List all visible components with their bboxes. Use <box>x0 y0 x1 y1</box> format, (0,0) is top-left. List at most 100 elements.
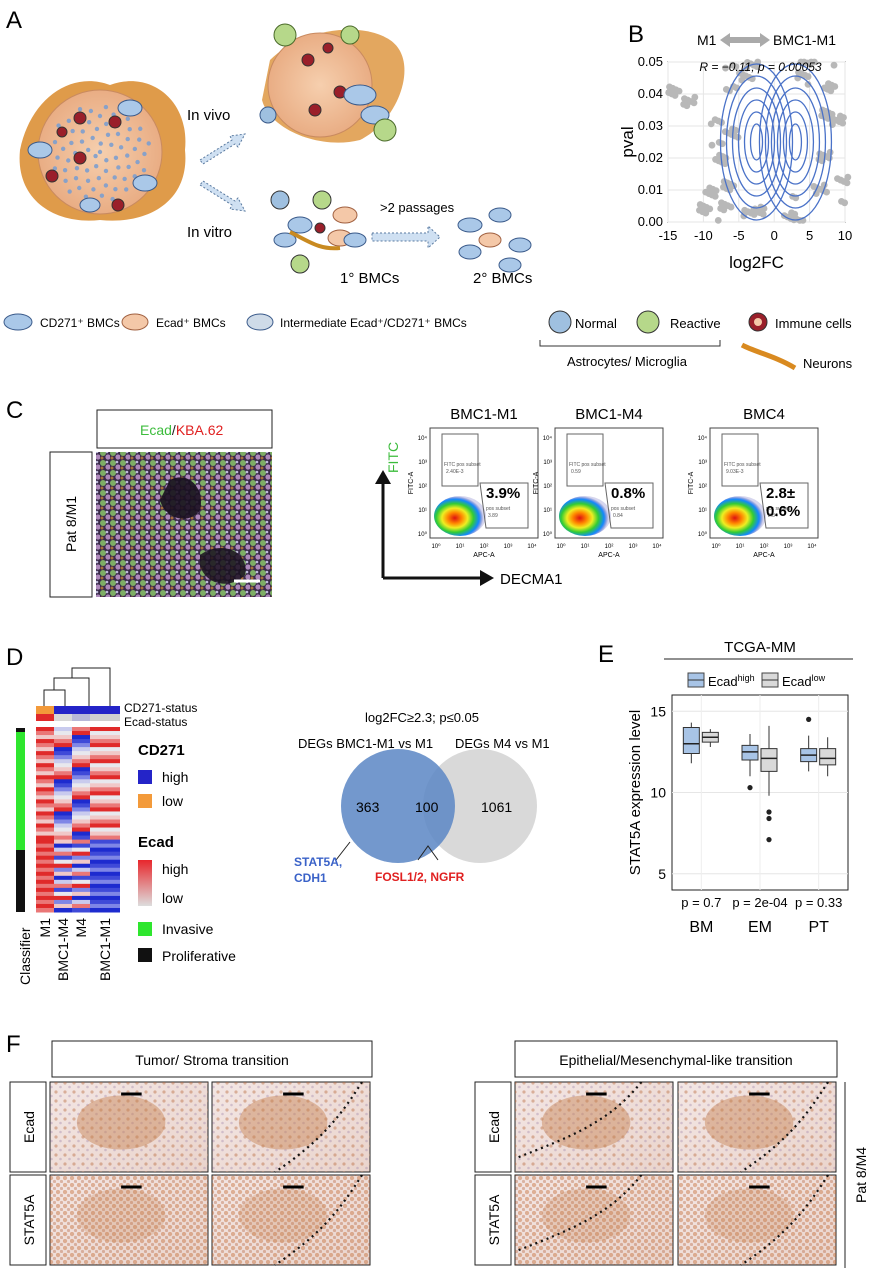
heatmap-cell <box>36 843 54 849</box>
heatmap-cell <box>72 887 90 893</box>
panel-e-letter: E <box>598 641 614 668</box>
heatmap-column-label: BMC1-M4 <box>55 918 71 981</box>
b-contour <box>782 111 809 173</box>
heatmap-cell <box>54 895 72 901</box>
b-point <box>702 209 710 217</box>
heatmap-cell <box>54 839 72 845</box>
flow-ytick: 10² <box>698 484 707 490</box>
heatmap-cell <box>54 759 72 764</box>
legend-cd271: CD271⁺ BMCs <box>40 316 120 330</box>
heatmap-cell <box>72 839 90 845</box>
heatmap-cell <box>36 891 54 897</box>
heatmap-cell <box>36 831 54 837</box>
heatmap-cell <box>72 803 90 808</box>
heatmap-cell <box>72 787 90 792</box>
cd271-bmc-icon <box>3 313 33 331</box>
heatmap-cell <box>54 907 72 913</box>
heatmap-cell <box>90 843 120 849</box>
heatmap-cell <box>72 743 90 748</box>
b-point <box>732 126 740 134</box>
heatmap-cell <box>36 787 54 792</box>
flow-xlabel: APC-A <box>598 552 620 559</box>
secondary-bmcs-label: 2° BMCs <box>473 270 532 287</box>
b-xtick: 5 <box>806 228 813 243</box>
heatmap-cell <box>72 907 90 913</box>
b-xtick: 0 <box>771 228 778 243</box>
f-patient-label: Pat 8/M4 <box>853 1147 869 1203</box>
e-ylabel: STAT5A expression level <box>627 710 644 875</box>
flow-gate-top-label: FITC pos subset <box>724 462 761 468</box>
venn-right-count: 1061 <box>481 799 512 815</box>
e-legend-label: Ecadhigh <box>708 673 755 689</box>
b-point <box>827 87 835 95</box>
heatmap-cell <box>72 827 90 833</box>
heatmap-cell <box>54 875 72 881</box>
flow-gate-top-value: 9.03E-3 <box>726 469 744 475</box>
ihc-texture <box>515 1175 673 1265</box>
heatmap-cell <box>36 767 54 772</box>
f-row-label-box <box>9 1081 47 1173</box>
heatmap-cell <box>36 783 54 788</box>
heatmap-cell <box>36 771 54 776</box>
f-header-left: Tumor/ Stroma transition <box>135 1052 289 1068</box>
heatmap-cell <box>36 727 54 732</box>
tumor-mass-in-vivo <box>259 23 405 143</box>
e-pvalue: p = 2e-04 <box>732 895 787 910</box>
heatmap-cell <box>36 823 54 829</box>
heatmap-cell <box>54 807 72 812</box>
ihc-stained-region <box>238 1188 328 1243</box>
e-box <box>819 748 837 766</box>
heatmap-cell <box>54 771 72 776</box>
flow-title: BMC4 <box>743 406 785 423</box>
ihc-transition-line <box>274 1081 363 1173</box>
heatmap-cell <box>72 779 90 784</box>
heatmap-cell <box>72 763 90 768</box>
heatmap-cell <box>36 799 54 804</box>
legend-neurons: Neurons <box>803 356 853 371</box>
heatmap-cell <box>90 735 120 740</box>
normal-astrocyte-icon <box>548 310 572 334</box>
heatmap-cell <box>36 835 54 841</box>
heatmap-cell <box>72 727 90 732</box>
heatmap-cell <box>90 847 120 853</box>
f-row-label: Ecad <box>21 1111 37 1143</box>
b-point <box>727 203 735 211</box>
ecad-bmc-icon <box>121 313 149 331</box>
flow-gate-bottom-label: pos subset <box>611 506 636 512</box>
heatmap-cell <box>54 783 72 788</box>
ecad-gradient-swatch <box>138 860 152 906</box>
ihc-texture <box>212 1175 370 1265</box>
heatmap-column-label: M4 <box>73 918 89 938</box>
heatmap-cell <box>36 903 54 909</box>
flow-ylabel: FITC-A <box>408 471 415 494</box>
heatmap-cell <box>72 859 90 865</box>
heatmap-cell <box>90 811 120 816</box>
b-contour <box>725 75 788 209</box>
f-header-right: Epithelial/Mesenchymal-like transition <box>559 1052 792 1068</box>
flow-gate-top-label: FITC pos subset <box>569 462 606 468</box>
heatmap-cell <box>36 751 54 756</box>
flow-ytick: 10⁰ <box>698 531 708 538</box>
heatmap-cell <box>54 779 72 784</box>
b-header-left: M1 <box>697 32 717 48</box>
heatmap-cell <box>72 847 90 853</box>
b-point <box>843 179 851 187</box>
passages-label: >2 passages <box>380 200 455 215</box>
flow-xlabel: APC-A <box>473 552 495 559</box>
e-box <box>682 727 700 754</box>
venn-right-title: DEGs M4 vs M1 <box>455 736 550 751</box>
heatmap-cell <box>72 811 90 816</box>
flow-percent: 3.9% <box>486 485 520 502</box>
legend-ecad: Ecad⁺ BMCs <box>156 316 226 330</box>
f-row-label: STAT5A <box>486 1194 502 1245</box>
heatmap <box>36 727 120 913</box>
flow-xtick: 10⁰ <box>711 543 721 550</box>
heatmap-cell <box>72 903 90 909</box>
legend-ecad-title: Ecad <box>138 834 174 851</box>
classifier-invasive-bar <box>16 730 25 850</box>
ecad-status-label: Ecad-status <box>124 715 187 729</box>
heatmap-cell <box>90 731 120 736</box>
ihc-stained-region <box>704 1095 794 1150</box>
heatmap-cell <box>36 871 54 877</box>
heatmap-cell <box>72 791 90 796</box>
